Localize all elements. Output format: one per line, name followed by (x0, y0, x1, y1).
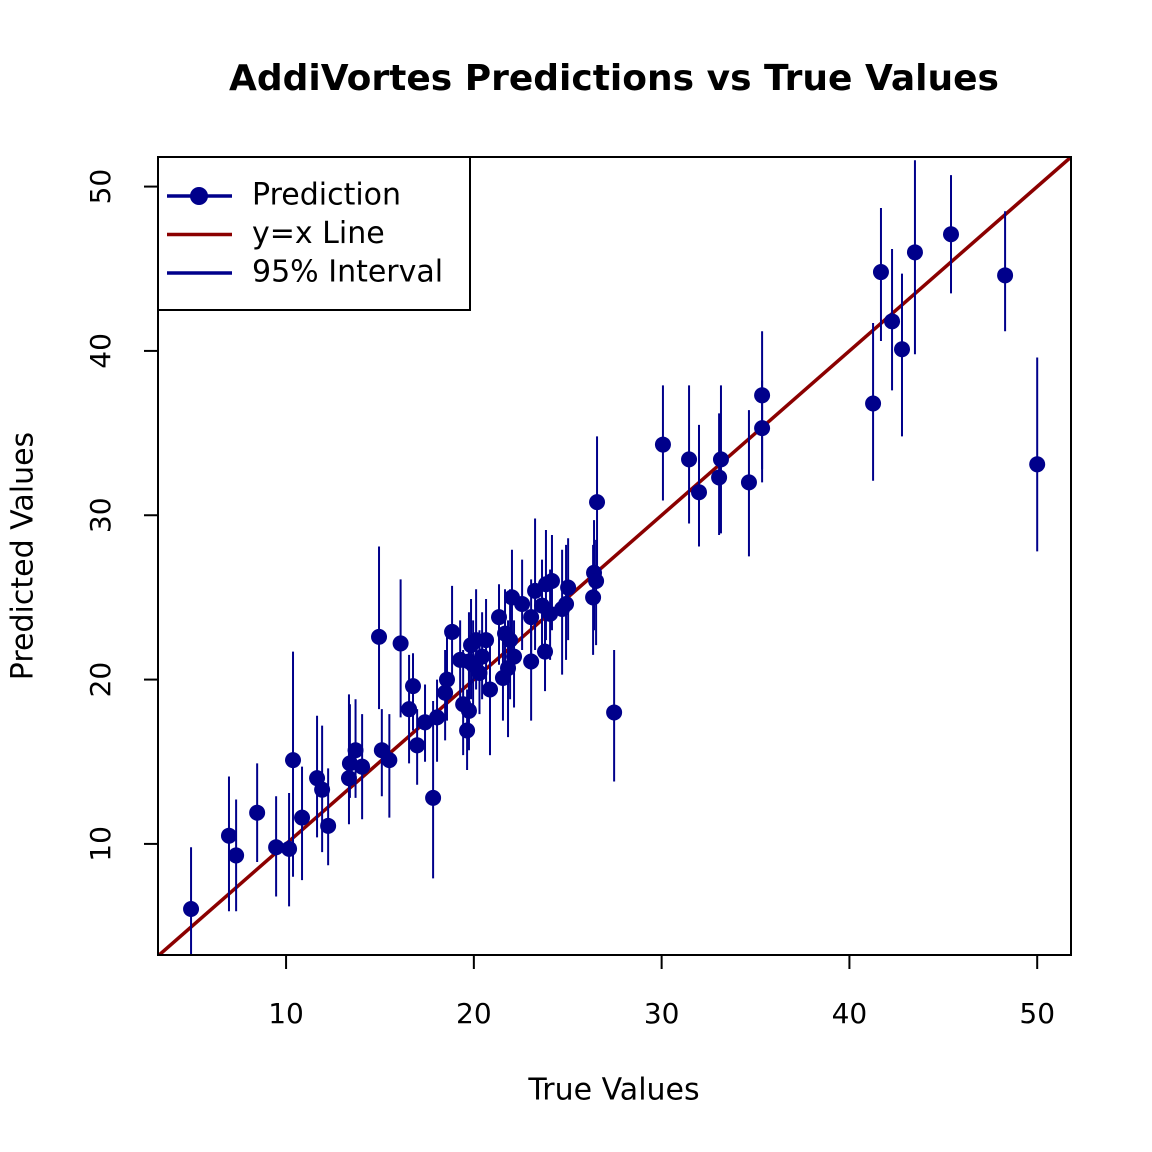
plot-frame (157, 156, 1072, 956)
point (409, 737, 426, 754)
point (371, 628, 388, 645)
point (1029, 456, 1046, 473)
point (478, 632, 495, 649)
point (872, 264, 889, 281)
point (491, 609, 508, 626)
x-tick-label: 50 (1019, 997, 1055, 1030)
point (314, 781, 331, 798)
point (268, 839, 285, 856)
point (691, 484, 708, 501)
point (401, 701, 418, 718)
point (865, 395, 882, 412)
point (354, 758, 371, 775)
y-tick-label: 30 (84, 497, 117, 533)
point (523, 653, 540, 670)
y-tick-label: 50 (84, 169, 117, 205)
y-axis-label: Predicted Values (6, 432, 41, 680)
point (754, 420, 771, 437)
point (543, 572, 560, 589)
point (514, 595, 531, 612)
point (347, 742, 364, 759)
point (606, 704, 623, 721)
point (588, 572, 605, 589)
x-tick-label: 30 (644, 997, 680, 1030)
point (405, 678, 422, 695)
y-tick-label: 10 (84, 826, 117, 862)
point (654, 436, 671, 453)
point (444, 623, 461, 640)
point (537, 643, 554, 660)
chart-title: AddiVortes Predictions vs True Values (229, 58, 999, 99)
point (542, 605, 559, 622)
point (681, 451, 698, 468)
reference-line (158, 157, 1071, 955)
point (392, 635, 409, 652)
point (523, 609, 540, 626)
point (425, 789, 442, 806)
legend-marker (190, 187, 208, 205)
point (558, 595, 575, 612)
point (589, 494, 606, 511)
point (471, 665, 488, 682)
point (906, 244, 923, 261)
legend-label: Prediction (252, 178, 401, 213)
legend-label: 95% Interval (252, 255, 443, 290)
point (712, 451, 729, 468)
point (320, 817, 337, 834)
point (340, 770, 357, 787)
x-axis-label: True Values (527, 1073, 699, 1108)
point (754, 387, 771, 404)
point (381, 752, 398, 769)
point (285, 752, 302, 769)
y-tick-label: 40 (84, 333, 117, 369)
point (502, 632, 519, 649)
point (506, 648, 523, 665)
point (228, 847, 245, 864)
point (460, 702, 477, 719)
legend-label: y=x Line (252, 216, 385, 251)
point (281, 840, 298, 857)
plot-area (158, 157, 1071, 955)
point (249, 804, 266, 821)
point (438, 671, 455, 688)
point (740, 474, 757, 491)
point (711, 469, 728, 486)
point (220, 827, 237, 844)
point (997, 267, 1014, 284)
point (585, 589, 602, 606)
point (417, 714, 434, 731)
point (560, 579, 577, 596)
x-tick-label: 20 (456, 997, 492, 1030)
point (893, 341, 910, 358)
point (429, 709, 446, 726)
point (482, 681, 498, 698)
point (943, 226, 960, 243)
x-tick-label: 40 (832, 997, 868, 1030)
point (341, 755, 358, 772)
point (294, 809, 311, 826)
x-tick-label: 10 (268, 997, 304, 1030)
point (437, 684, 454, 701)
point (183, 900, 200, 917)
y-tick-label: 20 (84, 662, 117, 698)
point (474, 648, 491, 665)
point (459, 722, 476, 739)
point (884, 313, 901, 330)
